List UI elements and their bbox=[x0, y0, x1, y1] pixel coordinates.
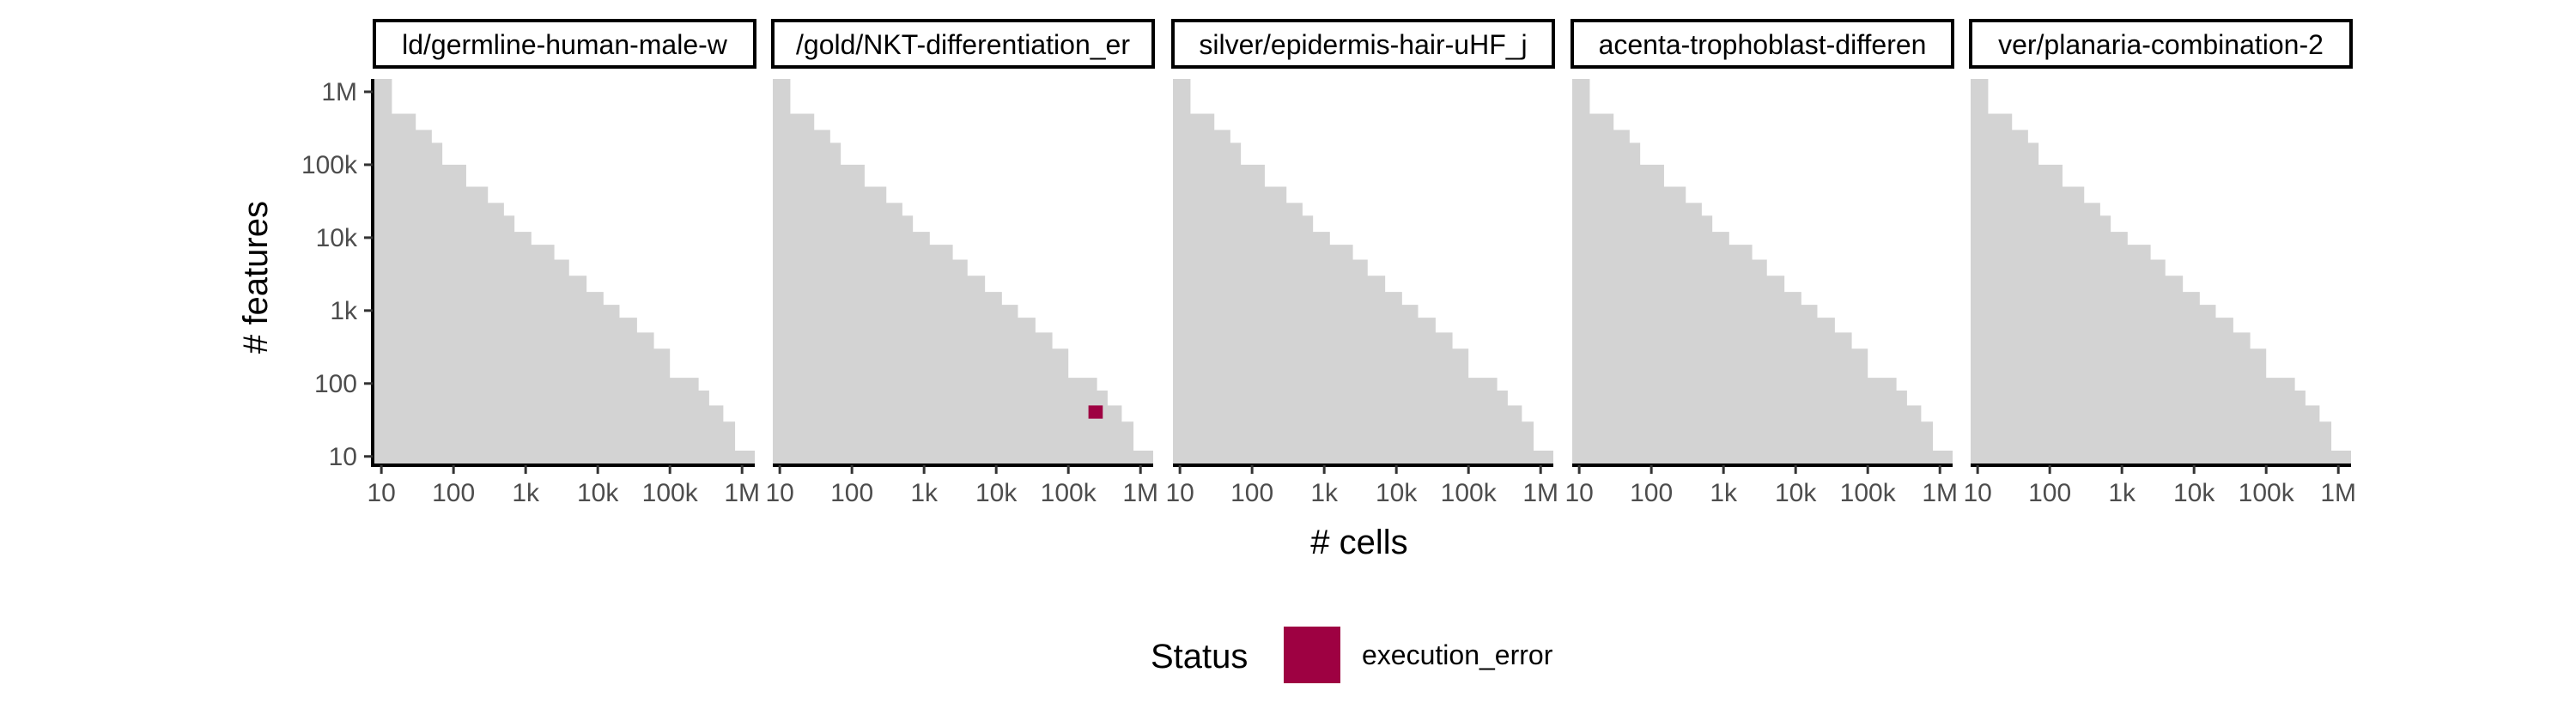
x-tick-label: 10 bbox=[367, 479, 395, 507]
facet-strip-box bbox=[1571, 19, 1954, 69]
attempted-region bbox=[1971, 79, 2351, 464]
legend-swatch-execution-error bbox=[1284, 627, 1340, 683]
x-tick-label: 10 bbox=[765, 479, 793, 507]
x-tick-label: 100 bbox=[1630, 479, 1673, 507]
x-tick-label: 1k bbox=[512, 479, 540, 507]
facet-strip-label: acenta-trophoblast-differen bbox=[1599, 29, 1927, 60]
x-tick-label: 100k bbox=[642, 479, 699, 507]
x-tick-label: 10k bbox=[1775, 479, 1817, 507]
facet-strip-box bbox=[373, 19, 756, 69]
facet-panel-3: silver/epidermis-hair-uHF_j 10 100 1k 10k 100… bbox=[1165, 19, 1558, 507]
y-tick-label: 100k bbox=[301, 151, 358, 179]
facet-strip-label: silver/epidermis-hair-uHF_j bbox=[1199, 29, 1527, 60]
x-tick-label: 10k bbox=[577, 479, 619, 507]
x-tick-label: 100 bbox=[1230, 479, 1273, 507]
y-axis-title: # features bbox=[237, 201, 275, 354]
x-tick-label: 1k bbox=[910, 479, 939, 507]
attempted-region bbox=[1572, 79, 1953, 464]
x-tick-label: 1M bbox=[1922, 479, 1958, 507]
attempted-region bbox=[1173, 79, 1553, 464]
legend-label-execution-error: execution_error bbox=[1362, 639, 1553, 670]
facet-strip-label: /gold/NKT-differentiation_er bbox=[796, 29, 1130, 60]
facet-strip-label: ld/germline-human-male-w bbox=[402, 29, 728, 60]
facet-panel-2: /gold/NKT-differentiation_er 10 100 1k 10k 10… bbox=[765, 19, 1158, 507]
x-tick-label: 10k bbox=[975, 479, 1018, 507]
attempted-region bbox=[773, 79, 1153, 464]
legend: Status execution_error bbox=[1151, 627, 1553, 683]
facet-strip-box bbox=[1969, 19, 2353, 69]
x-tick-label: 100 bbox=[830, 479, 873, 507]
y-tick-label: 10 bbox=[329, 443, 357, 471]
x-tick-label: 1M bbox=[1522, 479, 1558, 507]
x-tick-label: 1M bbox=[2320, 479, 2356, 507]
x-tick-label: 100k bbox=[1840, 479, 1897, 507]
x-tick-label: 10 bbox=[1165, 479, 1194, 507]
x-tick-label: 100k bbox=[2239, 479, 2295, 507]
y-tick-label: 1M bbox=[321, 78, 357, 106]
x-tick-label: 100k bbox=[1441, 479, 1498, 507]
facet-strip-box bbox=[771, 19, 1155, 69]
facet-panel-5: ver/planaria-combination-2 10 100 1k 10k 100k… bbox=[1963, 19, 2356, 507]
facet-panel-4: acenta-trophoblast-differen 10 100 1k 10k 100… bbox=[1564, 19, 1958, 507]
x-tick-label: 100k bbox=[1041, 479, 1097, 507]
y-tick-label: 100 bbox=[314, 370, 357, 398]
x-tick-label: 1M bbox=[724, 479, 760, 507]
x-axis-title: # cells bbox=[1310, 524, 1407, 561]
x-tick-label: 100 bbox=[2028, 479, 2071, 507]
x-tick-label: 10k bbox=[1376, 479, 1418, 507]
attempted-region bbox=[374, 79, 755, 464]
facet-strip-label: ver/planaria-combination-2 bbox=[1998, 29, 2324, 60]
y-tick-label: 10k bbox=[316, 224, 358, 252]
x-tick-label: 1k bbox=[1710, 479, 1738, 507]
facet-panel-1: ld/germline-human-male-w 10 100 1k 10k 100k 1M… bbox=[301, 19, 760, 507]
x-tick-label: 10 bbox=[1564, 479, 1593, 507]
panels-layer: ld/germline-human-male-w 10 100 1k 10k 100k 1M… bbox=[301, 19, 2356, 507]
x-tick-label: 1k bbox=[1310, 479, 1339, 507]
y-tick-label: 1k bbox=[330, 297, 358, 325]
x-tick-label: 1M bbox=[1122, 479, 1158, 507]
facet-strip-box bbox=[1171, 19, 1555, 69]
x-tick-label: 100 bbox=[432, 479, 475, 507]
x-tick-label: 1k bbox=[2108, 479, 2136, 507]
x-tick-label: 10 bbox=[1963, 479, 1991, 507]
legend-title: Status bbox=[1151, 638, 1248, 676]
status-cell-1 bbox=[1088, 405, 1103, 419]
x-tick-label: 10k bbox=[2173, 479, 2215, 507]
